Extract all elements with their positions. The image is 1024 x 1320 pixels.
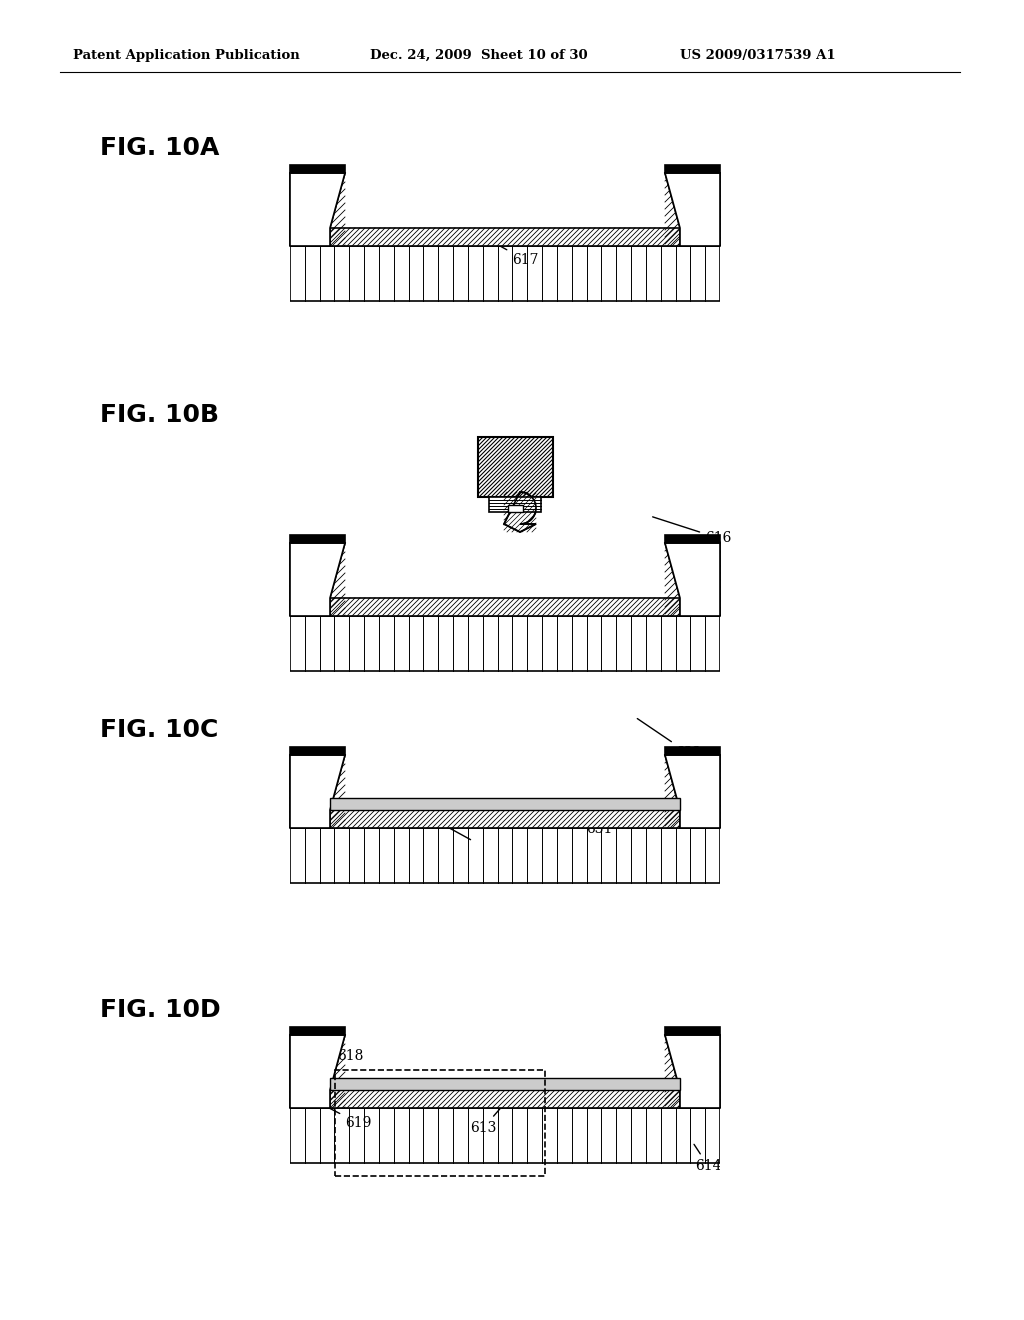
Bar: [335, 1071, 545, 1176]
Bar: [478, 437, 553, 498]
Bar: [290, 747, 345, 755]
Bar: [488, 498, 542, 512]
Polygon shape: [270, 1035, 345, 1183]
Text: US 2009/0317539 A1: US 2009/0317539 A1: [680, 49, 836, 62]
Polygon shape: [290, 1035, 345, 1107]
Text: FIG. 10B: FIG. 10B: [100, 403, 219, 426]
Bar: [290, 1107, 720, 1163]
Polygon shape: [665, 543, 740, 690]
Polygon shape: [665, 543, 720, 616]
Bar: [665, 1027, 720, 1035]
Text: 619: 619: [319, 1104, 372, 1130]
Polygon shape: [504, 492, 536, 532]
Text: FIG. 10D: FIG. 10D: [100, 998, 220, 1022]
Polygon shape: [665, 173, 740, 321]
Bar: [290, 165, 345, 173]
Bar: [330, 598, 680, 616]
Text: Dec. 24, 2009  Sheet 10 of 30: Dec. 24, 2009 Sheet 10 of 30: [370, 49, 588, 62]
Text: 613: 613: [470, 1085, 520, 1135]
Polygon shape: [665, 1035, 740, 1183]
Text: 617: 617: [484, 238, 539, 267]
Bar: [290, 1027, 345, 1035]
Polygon shape: [270, 173, 345, 321]
Text: FIG. 10A: FIG. 10A: [100, 136, 219, 160]
Bar: [665, 747, 720, 755]
Bar: [330, 799, 680, 810]
Polygon shape: [270, 543, 345, 690]
Bar: [330, 1078, 680, 1090]
Polygon shape: [665, 755, 740, 903]
Polygon shape: [270, 755, 345, 903]
Text: 632: 632: [637, 718, 701, 760]
Polygon shape: [665, 173, 720, 246]
Text: 630: 630: [398, 800, 471, 840]
Polygon shape: [290, 173, 345, 246]
Text: 631: 631: [544, 813, 612, 836]
Bar: [665, 165, 720, 173]
Bar: [330, 228, 680, 246]
Polygon shape: [665, 755, 720, 828]
Polygon shape: [290, 755, 345, 828]
Bar: [290, 246, 720, 301]
Bar: [330, 1090, 680, 1107]
Bar: [290, 616, 720, 671]
Polygon shape: [290, 543, 345, 616]
Text: 616: 616: [652, 517, 731, 545]
Bar: [290, 535, 345, 543]
Polygon shape: [665, 1035, 720, 1107]
Bar: [330, 810, 680, 828]
Text: 618: 618: [337, 1049, 364, 1063]
Bar: [508, 504, 522, 512]
Bar: [290, 828, 720, 883]
Bar: [665, 535, 720, 543]
Text: Patent Application Publication: Patent Application Publication: [73, 49, 300, 62]
Text: 614: 614: [694, 1144, 722, 1173]
Text: FIG. 10C: FIG. 10C: [100, 718, 218, 742]
